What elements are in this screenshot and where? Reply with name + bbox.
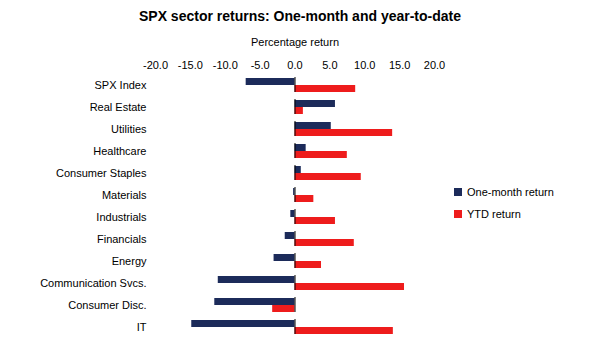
html-text:YTD return: YTD return	[467, 207, 521, 220]
html-text:SPX sector returns: One-month: SPX sector returns: One-month and year-t…	[139, 8, 461, 24]
svg-text:Healthcare: Healthcare	[93, 145, 146, 157]
svg-text:-5.0: -5.0	[251, 59, 270, 71]
svg-text:Consumer Disc.: Consumer Disc.	[68, 299, 146, 311]
svg-text:Materials: Materials	[102, 189, 147, 201]
svg-text:20.0: 20.0	[424, 59, 445, 71]
svg-text:Communication Svcs.: Communication Svcs.	[40, 277, 146, 289]
svg-text:Consumer Staples: Consumer Staples	[56, 167, 147, 179]
svg-text:Energy: Energy	[112, 255, 147, 267]
svg-text:-20.0: -20.0	[143, 59, 168, 71]
svg-text:Industrials: Industrials	[96, 211, 147, 223]
svg-text:Financials: Financials	[97, 233, 147, 245]
svg-text:Real Estate: Real Estate	[90, 101, 147, 113]
html-text:One-month return: One-month return	[467, 185, 554, 198]
svg-text:10.0: 10.0	[354, 59, 375, 71]
svg-text:0.0: 0.0	[287, 59, 302, 71]
svg-text:5.0: 5.0	[322, 59, 337, 71]
svg-text:Utilities: Utilities	[111, 123, 147, 135]
svg-text:-10.0: -10.0	[213, 59, 238, 71]
svg-text:IT: IT	[137, 321, 147, 333]
svg-text:-15.0: -15.0	[178, 59, 203, 71]
svg-text:Percentage return: Percentage return	[251, 36, 339, 48]
svg-text:SPX Index: SPX Index	[95, 79, 147, 91]
svg-text:15.0: 15.0	[389, 59, 410, 71]
